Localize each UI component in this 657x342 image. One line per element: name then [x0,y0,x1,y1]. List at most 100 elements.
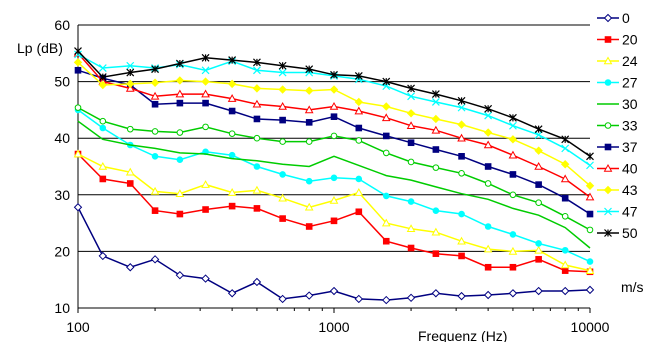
legend: 0 20 24 27 30 33 37 40 43 47 50 [597,10,638,241]
data-point-27 [509,231,517,238]
data-point-47 [201,66,210,75]
legend-item-40: 40 [597,161,638,177]
data-point-50 [382,77,391,86]
data-point-27 [458,210,465,218]
data-point-50 [126,68,135,77]
series-27 [74,106,594,265]
data-point-33 [228,130,236,137]
y-tick-label: 10 [54,300,70,316]
data-point-24 [329,195,339,204]
data-point-40 [329,101,339,110]
data-point-33 [99,117,107,125]
data-point-27 [228,151,236,159]
data-point-27 [432,207,440,214]
data-point-50 [175,59,184,68]
data-point-24 [585,266,595,274]
data-point-33 [74,104,82,111]
data-point-47 [407,92,415,101]
data-point-33 [151,128,159,135]
data-point-43 [585,181,595,190]
data-point-40 [483,140,493,149]
data-point-47 [126,61,135,70]
data-point-37 [253,115,261,123]
legend-item-33: 33 [597,118,638,134]
data-point-33 [330,132,338,140]
data-point-47 [431,98,440,106]
data-point-0 [457,291,466,301]
data-point-20 [535,256,542,263]
data-point-40 [227,94,237,102]
legend-item-47: 47 [597,204,638,220]
data-point-37 [407,139,415,147]
data-point-0 [431,289,441,298]
data-point-27 [382,192,390,200]
data-point-40 [381,113,391,122]
series-37 [74,66,594,218]
x-axis-label: Frequenz (Hz) [418,328,507,342]
series-group [73,47,595,305]
data-point-27 [484,223,492,230]
legend-marker [604,122,612,129]
data-point-33 [126,125,134,133]
data-point-0 [73,203,83,212]
series-line-30 [77,120,591,249]
data-point-33 [202,123,209,131]
data-point-20 [151,207,159,214]
series-47 [74,50,594,170]
data-point-24 [150,186,160,195]
data-point-24 [457,236,466,245]
data-point-43 [382,102,391,111]
data-point-47 [484,111,493,120]
data-point-20 [330,217,338,225]
data-point-37 [535,181,542,188]
data-point-47 [253,66,261,75]
data-point-43 [201,77,210,86]
data-point-27 [305,177,313,185]
data-point-43 [431,114,441,124]
data-point-33 [586,226,594,234]
data-point-20 [509,263,517,271]
data-point-40 [278,101,287,110]
data-point-43 [560,160,570,169]
data-point-27 [561,246,569,254]
legend-marker [604,79,612,86]
data-point-33 [253,134,261,142]
series-30 [77,120,591,249]
legend-label: 0 [622,10,630,26]
data-point-0 [304,291,314,300]
series-20 [74,150,594,276]
data-point-27 [330,174,338,182]
data-point-50 [534,125,543,134]
data-point-40 [431,125,441,134]
data-point-27 [407,198,415,205]
data-point-24 [227,188,237,196]
data-point-43 [252,84,262,93]
data-point-40 [304,105,314,114]
data-point-37 [382,132,390,140]
legend-title: m/s [621,279,644,295]
legend-label: 24 [622,53,638,69]
data-point-50 [509,113,517,122]
data-point-50 [407,84,415,93]
data-point-24 [201,180,210,188]
data-point-24 [252,185,262,194]
data-point-40 [508,150,518,159]
legend-label: 40 [622,161,638,177]
data-point-50 [431,90,440,98]
data-point-20 [382,237,390,245]
data-point-43 [457,120,466,129]
data-point-33 [432,164,440,171]
data-point-50 [74,47,82,55]
legend-label: 27 [622,75,638,91]
data-point-24 [98,161,108,170]
legend-label: 47 [622,204,638,220]
y-tick-label: 50 [54,74,70,90]
data-point-27 [99,124,107,132]
data-point-50 [151,65,159,74]
data-point-50 [98,73,107,81]
data-point-33 [407,158,415,166]
legend-item-37: 37 [597,139,638,155]
data-point-0 [329,286,339,296]
data-point-0 [98,251,108,261]
data-point-37 [561,194,569,202]
